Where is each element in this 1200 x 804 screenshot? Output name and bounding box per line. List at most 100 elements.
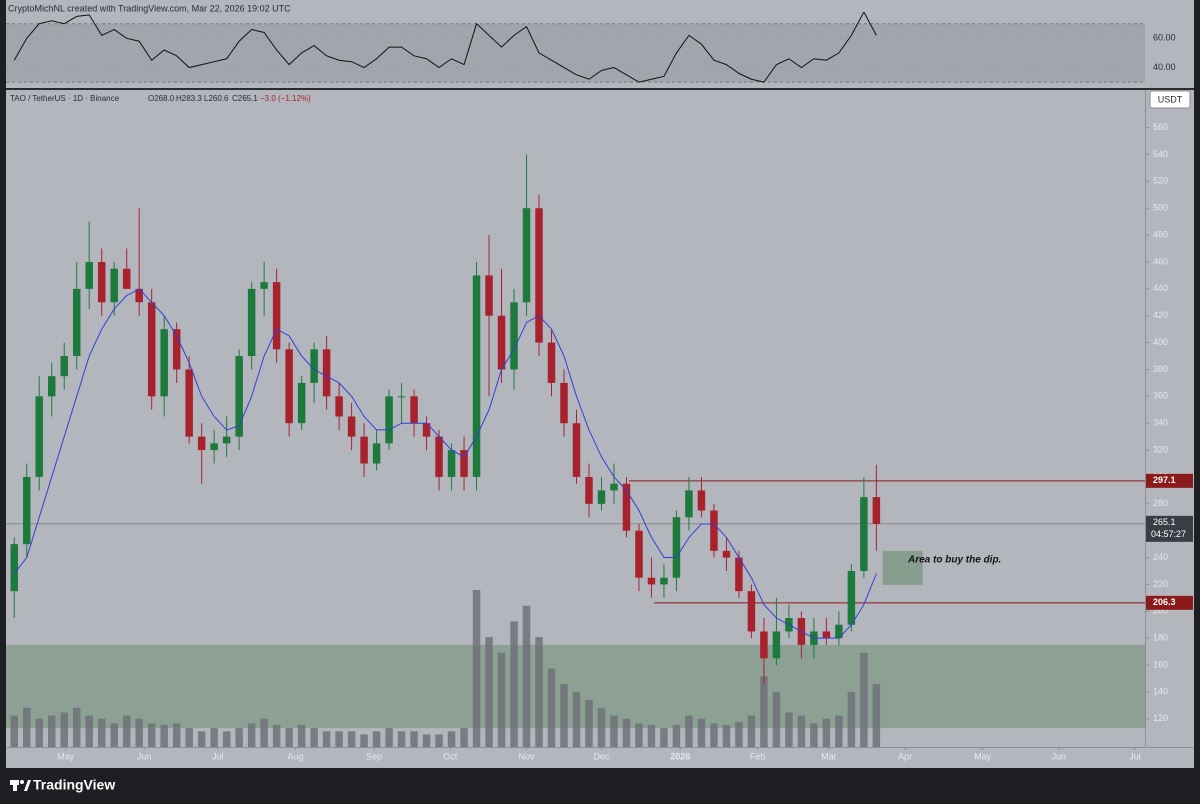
volume-bar <box>597 707 606 747</box>
candle-body <box>672 517 681 578</box>
candle-body <box>235 356 243 437</box>
candle-body <box>260 282 268 289</box>
candle-body <box>322 349 331 397</box>
candle-body <box>472 275 481 477</box>
candle-body <box>522 208 531 303</box>
candle-body <box>10 544 18 592</box>
candle-body <box>72 288 81 357</box>
volume-bar <box>185 728 193 747</box>
volume-bar <box>72 707 81 747</box>
volume-bar <box>785 712 793 747</box>
rsi-line <box>13 12 877 83</box>
last-price-tag <box>1146 515 1193 542</box>
volume-bar <box>372 731 381 747</box>
volume-bar <box>35 718 43 747</box>
candle-body <box>485 275 493 316</box>
volume-bar <box>247 723 256 747</box>
y-tick-label: 540 <box>1153 149 1168 159</box>
candle-body <box>385 396 393 444</box>
y-tick-label: 120 <box>1153 713 1168 723</box>
y-tick-label: 560 <box>1153 122 1168 132</box>
volume-bar <box>810 723 818 747</box>
brand: TradingView <box>33 777 115 793</box>
candle-body <box>635 530 643 578</box>
volume-bar <box>472 590 481 747</box>
candle-body <box>760 631 768 659</box>
volume-bar <box>685 715 693 747</box>
y-tick-label: 380 <box>1153 364 1168 374</box>
candle-body <box>122 268 131 289</box>
volume-bar <box>60 712 68 747</box>
candle-body <box>97 261 106 303</box>
pane-separator <box>6 88 1194 90</box>
candle-body <box>222 436 231 444</box>
candle-body <box>172 329 181 370</box>
volume-bar <box>772 692 781 747</box>
attribution: CryptoMichNL created with TradingView.co… <box>8 3 291 13</box>
volume-bar <box>147 723 156 747</box>
y-tick-label: 280 <box>1153 498 1168 508</box>
y-tick-label: 420 <box>1153 310 1168 320</box>
x-tick-label: Jul <box>1129 751 1141 761</box>
currency-label: USDT <box>1158 94 1183 104</box>
rsi-pane <box>6 12 1145 83</box>
volume-bar <box>585 699 593 747</box>
volume-bar <box>335 731 343 747</box>
x-tick-label: Aug <box>287 751 303 761</box>
candle-body <box>247 288 256 357</box>
volume-bar <box>297 725 306 747</box>
volume-bar <box>360 734 368 747</box>
price-pane <box>6 154 1145 747</box>
countdown: 04:57:27 <box>1151 529 1186 539</box>
candle-body <box>497 315 506 370</box>
volume-bar <box>860 652 868 747</box>
candle-body <box>772 631 781 659</box>
volume-bar <box>547 668 556 747</box>
candle-body <box>435 436 443 477</box>
rsi-tick-label: 40.00 <box>1153 62 1176 72</box>
candle-body <box>660 577 668 585</box>
candle-body <box>410 396 418 424</box>
y-tick-label: 500 <box>1153 203 1168 213</box>
volume-bar <box>710 723 718 747</box>
volume-bar <box>835 715 843 747</box>
candle-body <box>547 342 556 383</box>
candle-body <box>285 349 293 424</box>
candle-body <box>535 208 543 343</box>
candle-body <box>610 483 618 491</box>
x-tick-label: Apr <box>898 751 912 761</box>
x-tick-label: Jul <box>212 751 224 761</box>
volume-bar <box>572 692 581 747</box>
candle-body <box>510 302 518 370</box>
volume-bar <box>560 684 568 747</box>
volume-bar <box>872 684 881 747</box>
volume-bar <box>347 731 356 747</box>
candle-body <box>47 376 56 397</box>
candle-body <box>397 396 406 398</box>
candle-body <box>422 423 431 437</box>
candle-body <box>860 497 868 571</box>
candle-body <box>847 570 856 625</box>
legend-item: −3.0 (−1.12%) <box>260 94 311 103</box>
candle-body <box>560 382 568 424</box>
candle-body <box>210 443 218 451</box>
candle-body <box>135 288 143 303</box>
volume-bar <box>22 707 31 747</box>
candle-body <box>597 490 606 504</box>
volume-bar <box>522 605 531 747</box>
currency-button[interactable] <box>1149 90 1191 109</box>
level-tag <box>1146 473 1193 488</box>
y-tick-label: 440 <box>1153 283 1168 293</box>
candle-body <box>697 490 706 511</box>
volume-bar <box>322 731 331 747</box>
volume-bar <box>272 725 281 747</box>
y-tick-label: 360 <box>1153 391 1168 401</box>
volume-bar <box>647 725 656 747</box>
volume-bar <box>510 621 518 747</box>
volume-bar <box>397 731 406 747</box>
candle-body <box>335 396 343 417</box>
candle-body <box>297 382 306 424</box>
volume-bar <box>422 734 431 747</box>
x-tick-label: Dec <box>593 751 610 761</box>
